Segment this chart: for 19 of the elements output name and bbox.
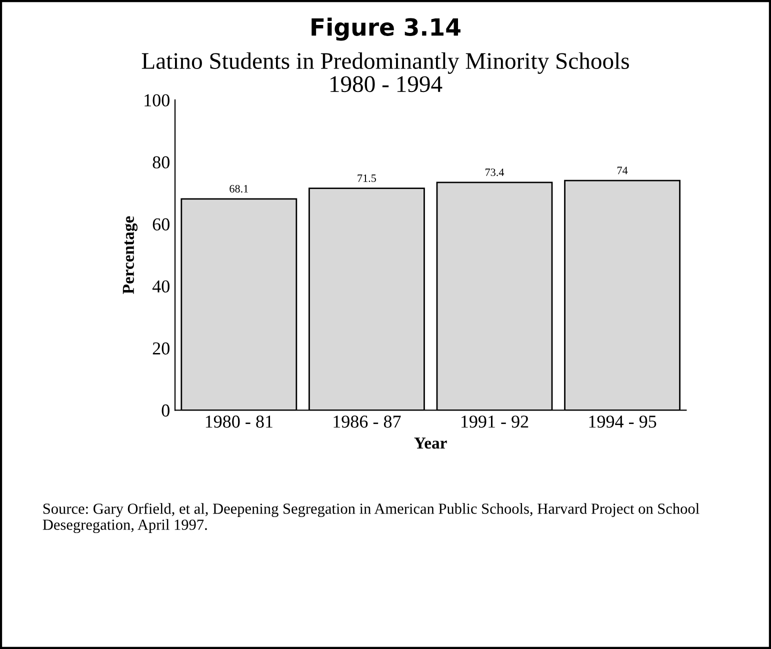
x-tick-label: 1994 - 95 <box>589 416 656 428</box>
y-tick-label: 40 <box>152 280 170 293</box>
data-label: 68.1 <box>230 184 248 193</box>
y-tick-label: 20 <box>152 342 170 355</box>
data-label: 73.4 <box>486 168 504 176</box>
x-axis-title: Year <box>414 438 447 449</box>
y-tick-label: 60 <box>152 218 170 230</box>
y-axis-title: Percentage <box>122 216 138 294</box>
y-tick-label: 80 <box>152 156 170 168</box>
data-label: 71.5 <box>358 174 376 182</box>
x-tick-label: 1986 - 87 <box>334 416 401 428</box>
x-tick-label: 1980 - 81 <box>206 416 272 428</box>
y-tick-label: 0 <box>162 404 170 417</box>
chart-title: Figure 3.14 <box>312 18 460 41</box>
x-tick-label: 1991 - 92 <box>461 416 528 428</box>
y-tick-label: 100 <box>144 94 170 106</box>
data-label: 74 <box>617 166 628 174</box>
chart-subtitle: Latino Students in Predominantly Minority Schools 1980 - 1994 <box>142 52 629 92</box>
source-note: Source: Gary Orfield, et al, Deepening Segregation in American Public Schools, Harvard Project on School Desegregation, April 1997. <box>42 502 700 534</box>
